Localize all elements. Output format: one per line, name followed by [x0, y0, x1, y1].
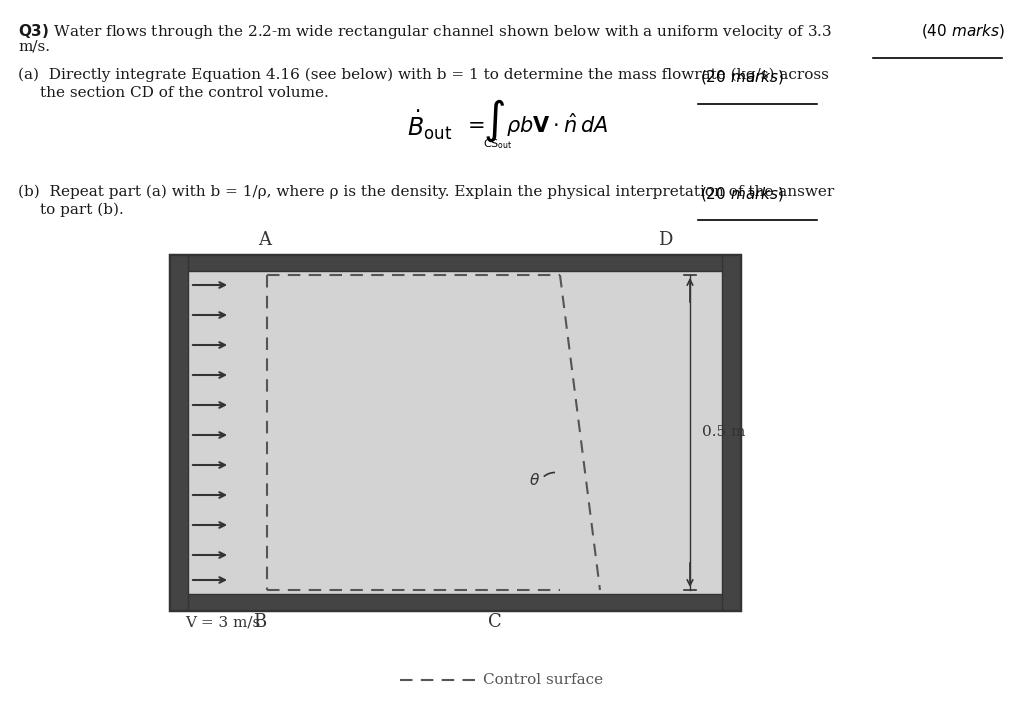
Text: V = 3 m/s: V = 3 m/s [185, 615, 260, 629]
Bar [170, 594, 740, 610]
Text: $\mathit{(20\ marks)}$: $\mathit{(20\ marks)}$ [700, 185, 784, 203]
Text: C: C [488, 613, 502, 631]
Text: B: B [253, 613, 266, 631]
Text: $=$: $=$ [463, 115, 484, 135]
Text: Control surface: Control surface [483, 673, 603, 687]
Text: $\mathrm{CS_{out}}$: $\mathrm{CS_{out}}$ [483, 137, 513, 151]
Text: the section CD of the control volume.: the section CD of the control volume. [40, 86, 329, 100]
Text: (a)  Directly integrate Equation 4.16 (see below) with b = 1 to determine the ma: (a) Directly integrate Equation 4.16 (se… [18, 68, 828, 82]
Text: $\bf{Q3)}$ Water flows through the 2.2-m wide rectangular channel shown below wi: $\bf{Q3)}$ Water flows through the 2.2-m… [18, 22, 833, 41]
Bar [722, 255, 740, 610]
Text: $\it{(40\ marks)}$: $\it{(40\ marks)}$ [921, 22, 1005, 40]
Text: m/s.: m/s. [18, 40, 50, 54]
Text: (b)  Repeat part (a) with b = 1/ρ, where ρ is the density. Explain the physical : (b) Repeat part (a) with b = 1/ρ, where … [18, 185, 835, 199]
Bar [170, 255, 188, 610]
Bar [170, 255, 740, 610]
Text: $\dot{B}_\mathrm{out}$: $\dot{B}_\mathrm{out}$ [407, 108, 452, 142]
Text: $\mathit{(20\ marks)}$: $\mathit{(20\ marks)}$ [700, 68, 784, 86]
Text: $\theta$: $\theta$ [529, 472, 541, 488]
Text: $\int$: $\int$ [483, 98, 505, 144]
Text: $\rho b \mathbf{V} \cdot \hat{n}\, dA$: $\rho b \mathbf{V} \cdot \hat{n}\, dA$ [506, 111, 608, 139]
Text: 0.5 m: 0.5 m [702, 425, 745, 440]
Text: D: D [657, 231, 672, 249]
Bar [170, 255, 740, 271]
Text: A: A [258, 231, 271, 249]
Text: to part (b).: to part (b). [40, 203, 124, 217]
